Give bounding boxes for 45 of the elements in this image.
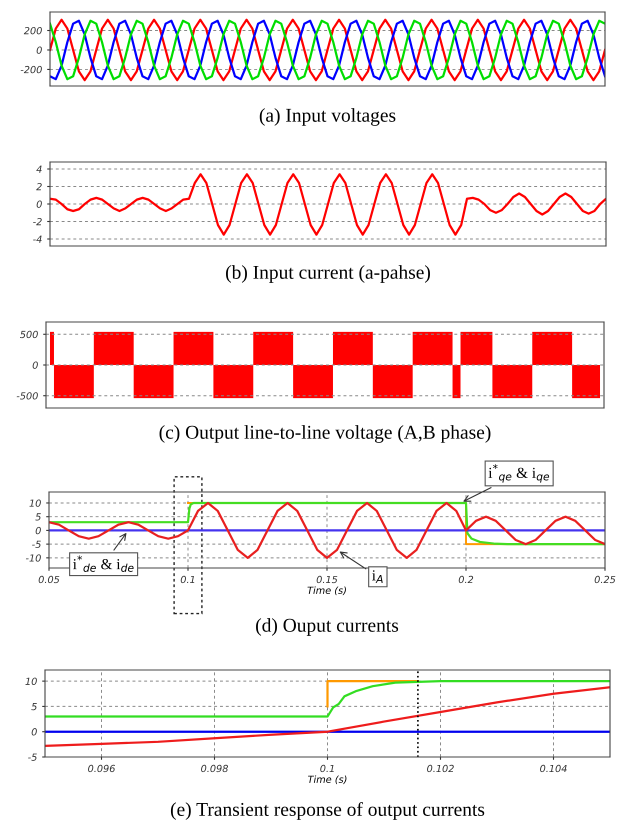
x-tick-label: 0.096 — [88, 764, 115, 772]
x-tick-label: 0.15 — [316, 576, 338, 584]
line-series — [45, 686, 610, 747]
text: (e) Transient response of output currents — [170, 802, 484, 820]
annotation: i$_{A}$ — [372, 570, 383, 583]
x-tick-label: 0.1 — [180, 576, 194, 584]
line-series — [50, 173, 606, 236]
y-tick-label: -10 — [26, 554, 41, 562]
x-tick-label: 0.098 — [201, 764, 228, 772]
text: (c) Output line-to-line voltage (A,B phase) — [160, 425, 490, 443]
y-tick-label: -500 — [16, 392, 38, 400]
y-tick-label: 10 — [25, 678, 37, 685]
x-axis-title: Time (s) — [308, 586, 346, 596]
text: (d) Ouput currents — [256, 618, 398, 636]
y-tick-label: 5 — [35, 513, 41, 521]
y-tick-label: -5 — [32, 540, 41, 548]
y-tick-label: -4 — [33, 236, 42, 243]
text: (b) Input current (a-pahse) — [226, 265, 430, 283]
line-series — [45, 680, 610, 718]
x-tick-label: 0.2 — [458, 576, 474, 584]
x-tick-label: 0.102 — [427, 764, 454, 772]
x-tick-label: 0.104 — [540, 764, 567, 772]
line-series — [49, 502, 605, 546]
x-tick-label: 0.25 — [594, 576, 616, 584]
y-tick-label: 0 — [32, 361, 38, 369]
y-tick-label: 0 — [36, 526, 41, 534]
y-tick-label: 200 — [24, 26, 42, 34]
y-tick-label: 10 — [29, 499, 41, 507]
text: (a) Input voltages — [260, 108, 396, 126]
annotation: i$^{*}$$_{qe}$ & i$_{qe}$ — [488, 464, 550, 483]
y-tick-label: 0 — [32, 728, 37, 736]
x-tick-label: 0.05 — [38, 576, 60, 584]
line-series — [49, 502, 605, 559]
y-tick-label: 500 — [20, 330, 38, 338]
x-tick-label: 0.1 — [320, 764, 334, 772]
y-tick-label: -200 — [20, 66, 42, 74]
y-tick-label: 0 — [36, 200, 42, 208]
y-tick-label: 4 — [36, 166, 42, 173]
y-tick-label: 5 — [31, 703, 37, 710]
y-tick-label: 2 — [36, 182, 42, 190]
annotation: i$^{*}$$_{de}$ & i$_{de}$ — [72, 555, 134, 572]
y-tick-label: -2 — [33, 218, 42, 226]
y-tick-label: 0 — [36, 46, 42, 54]
y-tick-label: -5 — [28, 754, 37, 761]
x-axis-title: Time (s) — [308, 775, 346, 784]
